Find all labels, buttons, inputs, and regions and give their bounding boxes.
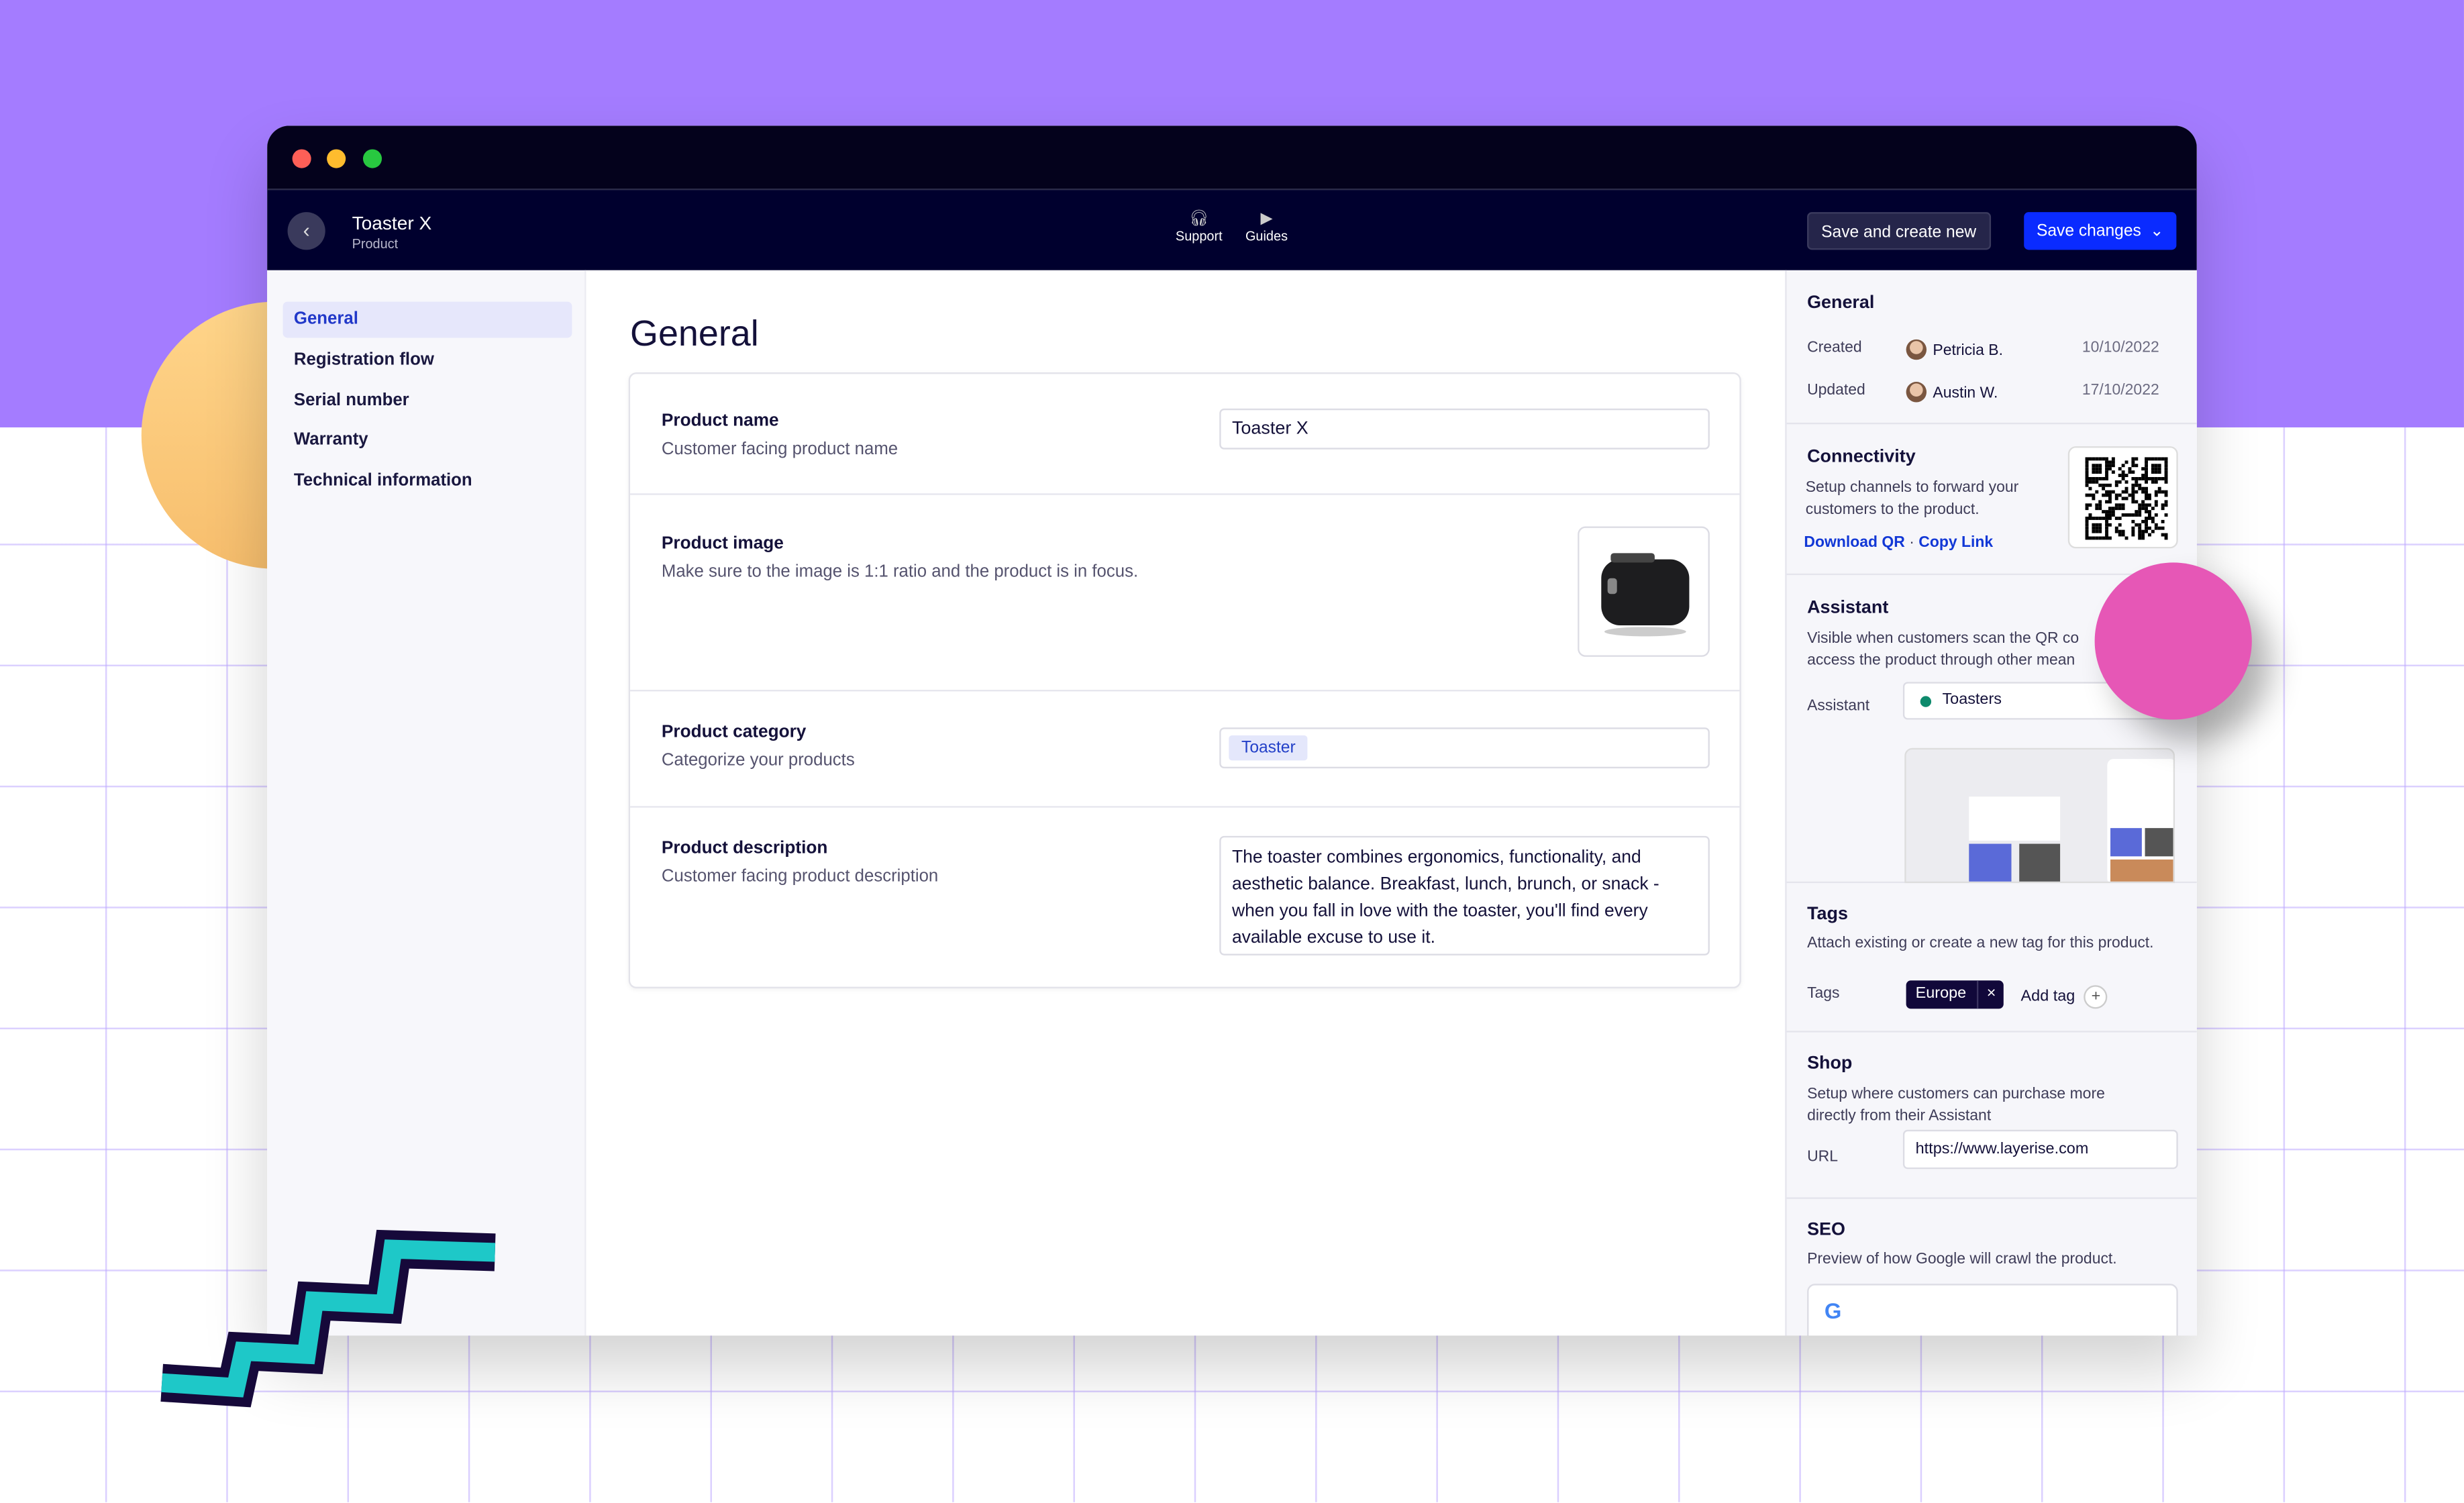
category-chip[interactable]: Toaster <box>1229 735 1308 761</box>
product-name-input[interactable]: Toaster X <box>1219 408 1710 450</box>
decorative-pink-circle <box>2094 562 2252 720</box>
updated-by: Austin W. <box>1906 382 1998 403</box>
product-description-desc: Customer facing product description <box>661 867 939 886</box>
connectivity-heading: Connectivity <box>1807 448 1916 467</box>
product-description-row: Product description Customer facing prod… <box>630 808 1739 988</box>
assistant-preview <box>1904 747 2175 884</box>
minimize-window-button[interactable] <box>327 149 346 168</box>
shop-url-input[interactable]: https://www.layerise.com <box>1902 1129 2178 1170</box>
decorative-zigzag <box>160 1229 496 1408</box>
assistant-section: Assistant Visible when customers scan th… <box>1786 575 2197 884</box>
title-bar <box>267 125 2197 191</box>
preview-tile <box>2145 828 2173 857</box>
general-form-card: Product name Customer facing product nam… <box>628 372 1741 988</box>
assistant-desc: Visible when customers scan the QR co ac… <box>1807 630 2080 669</box>
connectivity-section: Connectivity Setup channels to forward y… <box>1786 424 2197 576</box>
product-image-label: Product image <box>661 534 784 554</box>
preview-card <box>1969 796 2061 841</box>
avatar <box>1906 339 1927 360</box>
sidebar-item-general[interactable]: General <box>283 301 572 338</box>
assistant-label: Assistant <box>1807 697 1870 715</box>
created-by: Petricia B. <box>1906 339 2003 360</box>
connectivity-links: Download QR · Copy Link <box>1804 534 1994 552</box>
created-label: Created <box>1807 339 1862 357</box>
right-panel: General Created Petricia B. 10/10/2022 U… <box>1785 270 2197 1336</box>
preview-tile <box>2019 843 2061 882</box>
product-category-desc: Categorize your products <box>661 751 855 770</box>
main-content: General Product name Customer facing pro… <box>586 270 1786 1336</box>
product-name-desc: Customer facing product name <box>661 439 899 459</box>
close-window-button[interactable] <box>292 149 311 168</box>
seo-section: SEO Preview of how Google will crawl the… <box>1787 1199 2197 1336</box>
sidebar-item-technical-information[interactable]: Technical information <box>293 471 472 490</box>
copy-link[interactable]: Copy Link <box>1918 534 1994 552</box>
sidebar-item-warranty[interactable]: Warranty <box>293 430 368 450</box>
google-icon: G <box>1824 1298 1842 1323</box>
download-qr-link[interactable]: Download QR <box>1804 534 1905 552</box>
assistant-heading: Assistant <box>1807 599 1889 618</box>
app-header: ‹ Toaster X Product 🎧︎ Support ▶︎ Guides S… <box>267 190 2197 270</box>
product-name-row: Product name Customer facing product nam… <box>630 374 1740 495</box>
product-category-row: Product category Categorize your product… <box>630 691 1740 808</box>
product-image-row: Product image Make sure to the image is … <box>630 495 1740 692</box>
url-label: URL <box>1807 1148 1838 1166</box>
product-description-textarea[interactable]: The toaster combines ergonomics, functio… <box>1219 835 1710 955</box>
seo-desc: Preview of how Google will crawl the pro… <box>1807 1251 2117 1268</box>
play-icon: ▶︎ <box>1260 210 1273 228</box>
maximize-window-button[interactable] <box>362 149 382 168</box>
save-changes-button[interactable]: Save changes ⌄ <box>2024 212 2177 250</box>
general-heading: General <box>1807 293 1875 313</box>
back-button[interactable]: ‹ <box>287 212 325 250</box>
shop-heading: Shop <box>1807 1054 1853 1074</box>
chevron-down-icon: ⌄ <box>2150 221 2164 241</box>
app-window: ‹ Toaster X Product 🎧︎ Support ▶︎ Guides S… <box>267 125 2197 1336</box>
product-category-label: Product category <box>661 723 807 742</box>
tags-label: Tags <box>1807 985 1840 1003</box>
save-and-create-new-button[interactable]: Save and create new <box>1807 212 1991 250</box>
sidebar-item-registration-flow[interactable]: Registration flow <box>293 350 434 370</box>
qr-code-icon <box>2085 457 2168 540</box>
qr-code <box>2067 446 2178 549</box>
status-dot-icon <box>1920 696 1932 707</box>
preview-tile <box>1969 843 2012 882</box>
tag-chip-europe: Europe × <box>1906 980 2004 1009</box>
page-title: General <box>630 313 759 354</box>
shop-desc: Setup where customers can purchase more … <box>1807 1086 2105 1125</box>
product-image-upload[interactable] <box>1578 526 1710 657</box>
support-button[interactable]: 🎧︎ Support <box>1172 211 1226 244</box>
toaster-image <box>1601 553 1690 637</box>
product-description-label: Product description <box>661 839 828 858</box>
tags-section: Tags Attach existing or create a new tag… <box>1786 883 2197 1033</box>
connectivity-desc: Setup channels to forward your customers… <box>1805 479 2019 518</box>
shop-section: Shop Setup where customers can purchase … <box>1786 1033 2197 1199</box>
headset-icon: 🎧︎ <box>1188 210 1209 228</box>
google-preview: G <box>1807 1284 2178 1336</box>
preview-tile <box>2110 859 2173 882</box>
sidebar-item-serial-number[interactable]: Serial number <box>293 391 409 411</box>
add-tag-button[interactable]: Add tag + <box>2021 985 2108 1009</box>
product-name-label: Product name <box>661 411 779 431</box>
tags-heading: Tags <box>1807 904 1848 924</box>
product-category-input[interactable]: Toaster <box>1219 727 1710 769</box>
product-image-desc: Make sure to the image is 1:1 ratio and … <box>661 562 1139 582</box>
general-section: General Created Petricia B. 10/10/2022 U… <box>1786 270 2197 425</box>
seo-heading: SEO <box>1807 1221 1845 1240</box>
plus-icon: + <box>2084 985 2108 1009</box>
updated-label: Updated <box>1807 382 1865 399</box>
product-subtitle: Product <box>352 236 399 252</box>
guides-button[interactable]: ▶︎ Guides <box>1240 211 1294 244</box>
product-title: Toaster X <box>352 212 432 234</box>
avatar <box>1906 382 1927 403</box>
created-date: 10/10/2022 <box>2082 339 2159 357</box>
sidebar: General Registration flow Serial number … <box>267 270 586 1336</box>
tags-desc: Attach existing or create a new tag for … <box>1807 935 2154 953</box>
updated-date: 17/10/2022 <box>2082 382 2159 399</box>
remove-tag-icon[interactable]: × <box>1977 980 2004 1009</box>
preview-tile <box>2110 828 2142 857</box>
